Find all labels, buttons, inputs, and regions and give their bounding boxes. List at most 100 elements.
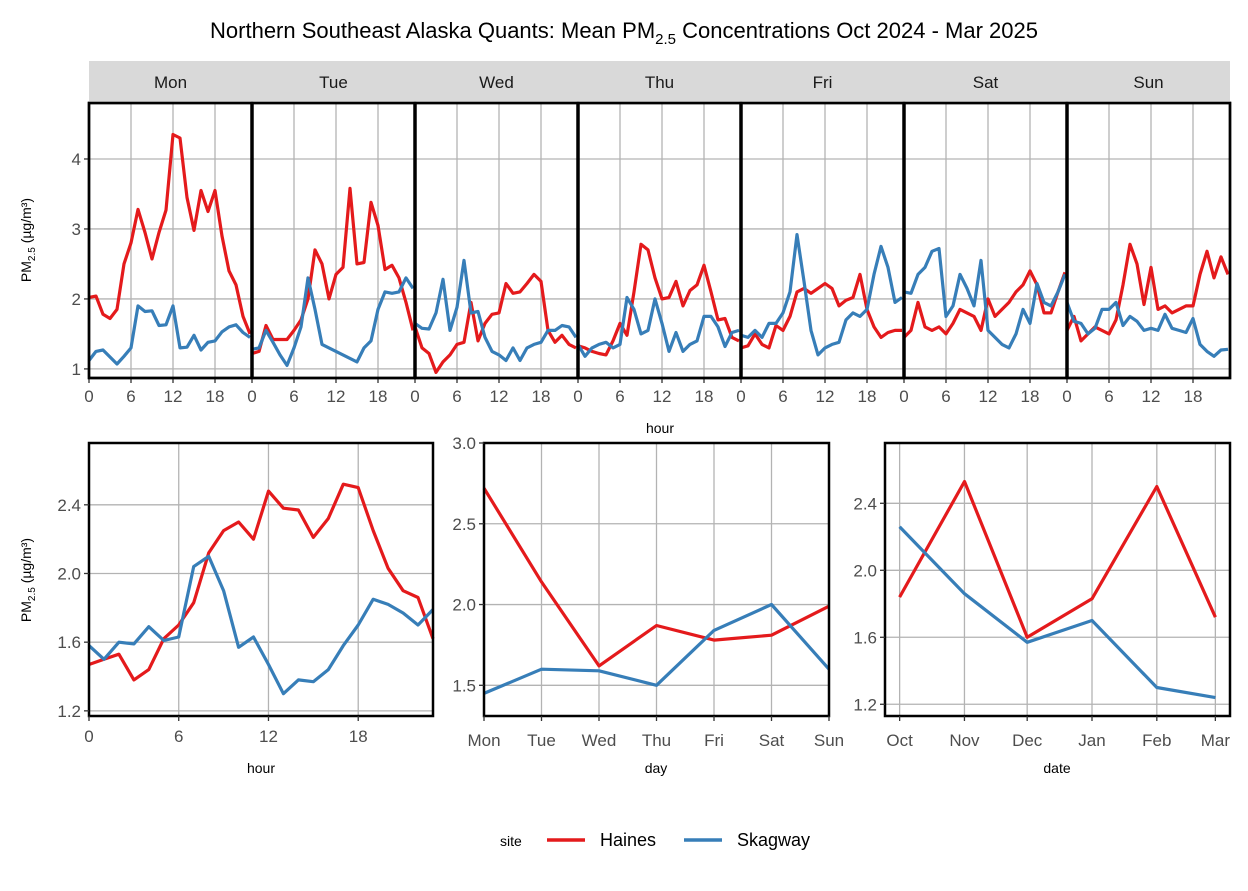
hour-y-axis-label: PM2.5 (µg/m³) bbox=[18, 538, 38, 622]
x-tick-label: 12 bbox=[259, 727, 278, 746]
facet-label: Fri bbox=[813, 73, 833, 92]
day-panel: 1.5 2.0 2.5 3.0 Mon Tue Wed Thu Fri Sat Sun bbox=[452, 434, 844, 750]
day-x-axis-label: day bbox=[645, 760, 668, 776]
panel-frame bbox=[250, 101, 417, 380]
hour-panel: 1.2 1.6 2.0 2.4 0 6 12 18 bbox=[57, 441, 435, 746]
x-tick-label: 12 bbox=[490, 387, 509, 406]
legend: site Haines Skagway bbox=[500, 830, 810, 850]
x-tick-label: Wed bbox=[582, 731, 617, 750]
series-line-skagway bbox=[251, 276, 415, 367]
x-tick-label: 0 bbox=[573, 387, 582, 406]
facet-label: Wed bbox=[479, 73, 514, 92]
series-line-skagway bbox=[898, 525, 1216, 700]
x-tick-label: Dec bbox=[1012, 731, 1043, 750]
y-tick-label: 2.4 bbox=[57, 496, 81, 515]
series-line-skagway bbox=[87, 304, 251, 366]
y-tick-label: 1 bbox=[72, 360, 81, 379]
panel-frame bbox=[1065, 101, 1232, 380]
facet-panel-thu bbox=[576, 101, 743, 380]
x-tick-label: 12 bbox=[979, 387, 998, 406]
series-line-skagway bbox=[576, 295, 740, 358]
facet-panel-tue bbox=[250, 101, 417, 380]
facet-strip-thu bbox=[578, 61, 741, 101]
y-tick-label: 2 bbox=[72, 290, 81, 309]
hour-x-axis-label: hour bbox=[247, 760, 275, 776]
panel-frame bbox=[87, 101, 1232, 380]
series-line-haines bbox=[577, 242, 740, 357]
y-tick-label: 1.6 bbox=[853, 628, 877, 647]
panel-frame bbox=[576, 101, 743, 380]
y-tick-label: 4 bbox=[72, 150, 81, 169]
x-tick-label: Nov bbox=[949, 731, 980, 750]
y-tick-label: 1.2 bbox=[57, 702, 81, 721]
legend-label-haines: Haines bbox=[600, 830, 656, 850]
x-tick-label: 0 bbox=[1062, 387, 1071, 406]
y-tick-label: 1.5 bbox=[452, 676, 476, 695]
series-line-skagway bbox=[740, 233, 903, 357]
y-tick-label: 3.0 bbox=[452, 434, 476, 453]
series-line-skagway bbox=[1065, 300, 1229, 358]
figure-title: Northern Southeast Alaska Quants: Mean P… bbox=[210, 18, 1038, 48]
top-x-axis-label: hour bbox=[646, 420, 674, 436]
month-panel: 1.2 1.6 2.0 2.4 Oct Nov Dec Jan Feb Mar bbox=[853, 441, 1232, 750]
x-tick-label: 0 bbox=[84, 727, 93, 746]
x-tick-label: 12 bbox=[1142, 387, 1161, 406]
x-tick-label: Mar bbox=[1201, 731, 1231, 750]
facet-panel-sat bbox=[902, 101, 1069, 380]
x-tick-label: 6 bbox=[452, 387, 461, 406]
facet-label: Mon bbox=[154, 73, 187, 92]
x-tick-label: 12 bbox=[816, 387, 835, 406]
facet-panel-wed bbox=[413, 101, 580, 380]
y-tick-label: 1.6 bbox=[57, 633, 81, 652]
x-tick-label: 6 bbox=[126, 387, 135, 406]
y-tick-label: 2.0 bbox=[452, 596, 476, 615]
x-tick-label: 0 bbox=[410, 387, 419, 406]
facet-strip-wed bbox=[415, 61, 578, 101]
x-tick-label: 6 bbox=[778, 387, 787, 406]
x-tick-label: 18 bbox=[858, 387, 877, 406]
x-tick-label: Jan bbox=[1078, 731, 1105, 750]
x-tick-label: 6 bbox=[174, 727, 183, 746]
x-tick-label: Oct bbox=[886, 731, 913, 750]
x-tick-label: 18 bbox=[532, 387, 551, 406]
y-tick-label: 2.0 bbox=[57, 564, 81, 583]
facet-panel-mon: 1 2 3 4 bbox=[72, 101, 254, 380]
facet-strip-tue bbox=[252, 61, 415, 101]
series-line-haines bbox=[251, 186, 415, 356]
legend-label-skagway: Skagway bbox=[737, 830, 810, 850]
x-tick-label: 18 bbox=[695, 387, 714, 406]
panel-frame bbox=[902, 101, 1069, 380]
facet-label: Thu bbox=[645, 73, 674, 92]
series-line-haines bbox=[88, 482, 435, 682]
x-tick-label: Fri bbox=[704, 731, 724, 750]
x-tick-label: 18 bbox=[349, 727, 368, 746]
panel-frame bbox=[87, 441, 435, 718]
x-tick-label: Mon bbox=[467, 731, 500, 750]
series-line-haines bbox=[740, 272, 902, 350]
y-tick-label: 2.4 bbox=[853, 494, 877, 513]
x-tick-label: 18 bbox=[369, 387, 388, 406]
month-x-axis-label: date bbox=[1043, 760, 1070, 776]
x-tick-label: 0 bbox=[84, 387, 93, 406]
x-tick-label: Tue bbox=[527, 731, 556, 750]
series-line-haines bbox=[482, 487, 830, 668]
series-line-haines bbox=[413, 272, 577, 374]
x-tick-label: 18 bbox=[206, 387, 225, 406]
series-line-haines bbox=[88, 132, 252, 335]
x-tick-label: Thu bbox=[642, 731, 671, 750]
facet-strip-sun bbox=[1067, 61, 1230, 101]
facet-strip-sat bbox=[904, 61, 1067, 101]
series-line-skagway bbox=[414, 258, 578, 363]
series-line-skagway bbox=[483, 602, 831, 695]
x-tick-label: Feb bbox=[1142, 731, 1171, 750]
y-tick-label: 3 bbox=[72, 220, 81, 239]
x-tick-label: 12 bbox=[327, 387, 346, 406]
facet-label: Sat bbox=[973, 73, 999, 92]
x-tick-label: 6 bbox=[289, 387, 298, 406]
facet-label: Tue bbox=[319, 73, 348, 92]
x-tick-label: Sun bbox=[814, 731, 844, 750]
facet-label: Sun bbox=[1133, 73, 1163, 92]
x-tick-label: 6 bbox=[941, 387, 950, 406]
x-tick-label: 12 bbox=[164, 387, 183, 406]
